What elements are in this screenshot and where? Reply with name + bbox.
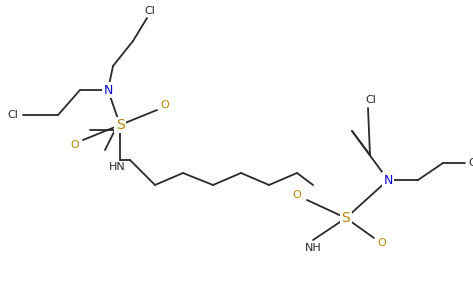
Text: O: O bbox=[70, 140, 79, 150]
Text: HN: HN bbox=[109, 162, 125, 172]
Text: O: O bbox=[161, 100, 169, 110]
Text: O: O bbox=[293, 190, 301, 200]
Text: NH: NH bbox=[305, 243, 321, 253]
Text: N: N bbox=[383, 173, 393, 187]
Text: S: S bbox=[342, 211, 350, 225]
Text: Cl: Cl bbox=[366, 95, 377, 105]
Text: N: N bbox=[103, 84, 113, 96]
Text: Cl: Cl bbox=[468, 158, 473, 168]
Text: Cl: Cl bbox=[7, 110, 18, 120]
Text: S: S bbox=[115, 118, 124, 132]
Text: O: O bbox=[377, 238, 386, 248]
Text: Cl: Cl bbox=[145, 6, 156, 16]
